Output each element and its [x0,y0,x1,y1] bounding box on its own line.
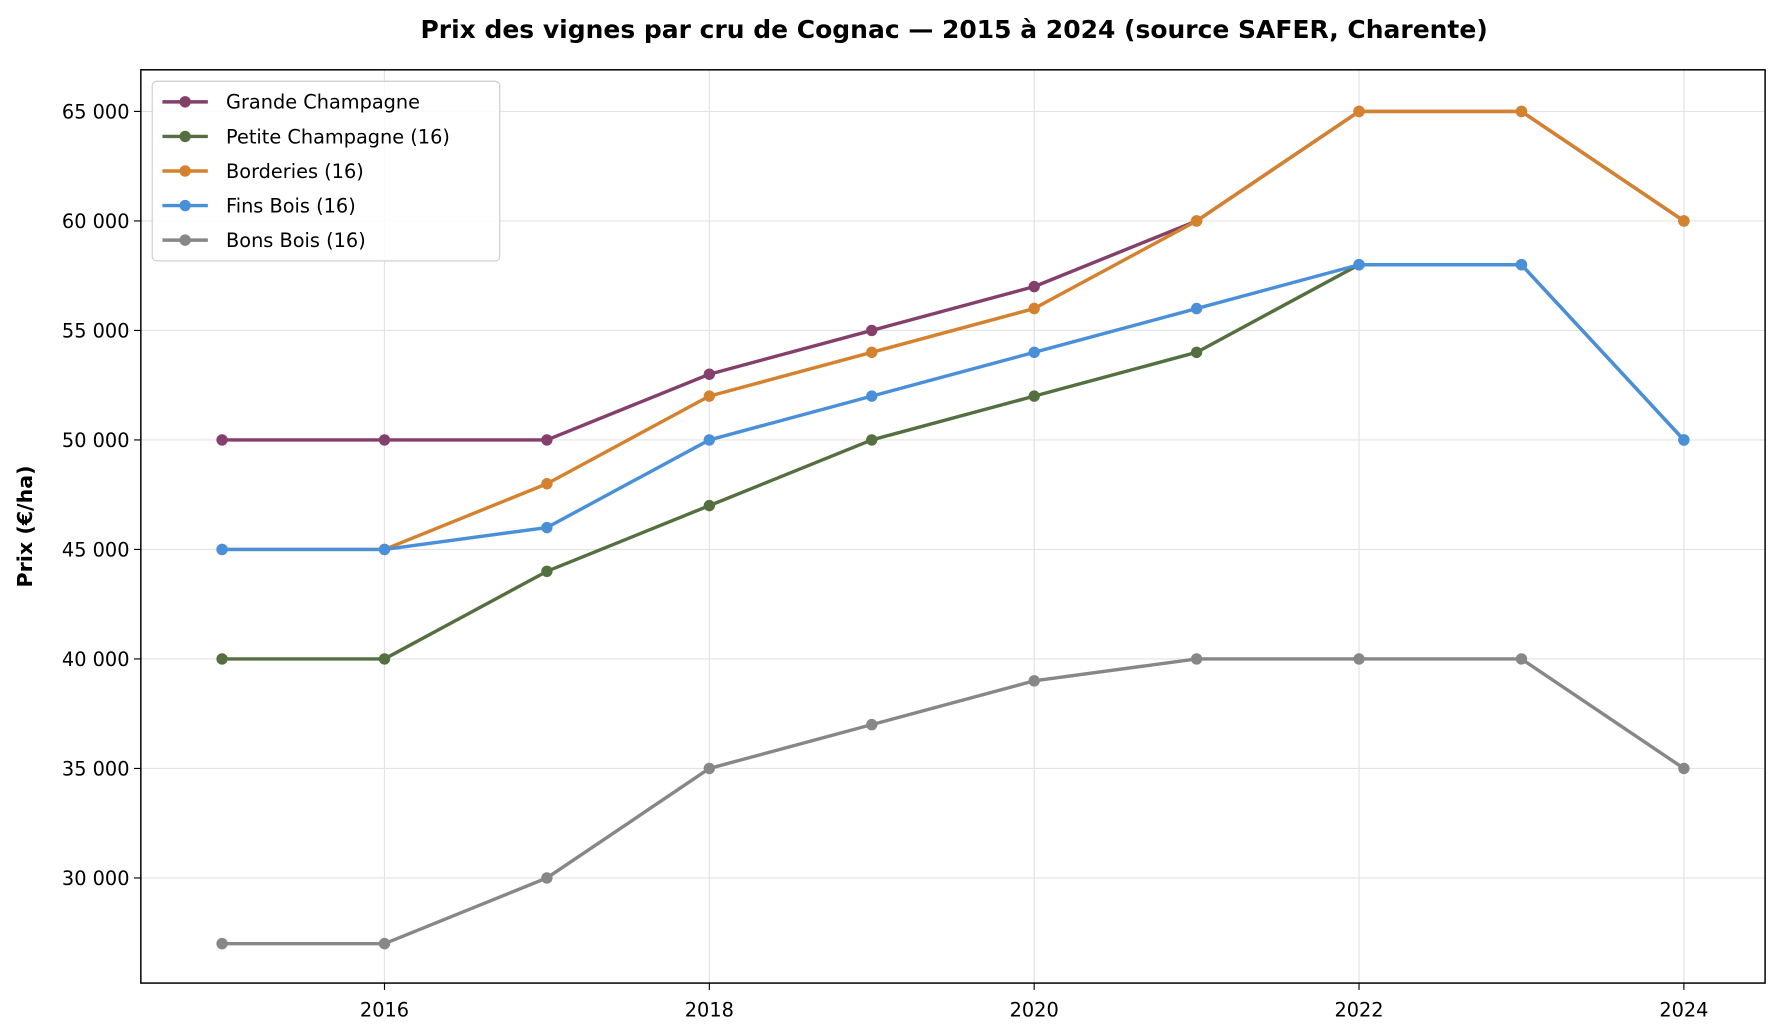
legend-marker [179,96,191,108]
data-point [216,937,228,950]
chart-title: Prix des vignes par cru de Cognac — 2015… [420,15,1487,44]
data-point [866,324,878,337]
y-tick-label: 55 000 [62,319,130,342]
data-point [866,346,878,359]
series-fins-bois- [216,259,1690,556]
data-point [1028,302,1040,315]
data-point [1678,215,1690,227]
data-point [1515,653,1528,665]
legend-label: Bons Bois (16) [226,229,366,252]
y-tick-label: 35 000 [62,757,130,780]
legend-label: Petite Champagne (16) [226,125,450,148]
x-tick-label: 2024 [1659,998,1708,1021]
data-point [703,499,716,512]
legend-label: Fins Bois (16) [226,194,356,217]
data-point [216,653,228,665]
legend: Grande Champagne Petite Champagne (16) Bor… [151,80,501,262]
data-point [1190,302,1203,315]
data-point [1028,346,1040,359]
data-point [866,390,878,402]
data-point [216,543,228,556]
legend-label: Borderies (16) [226,160,364,183]
y-tick-label: 45 000 [62,538,130,561]
series-group [216,105,1690,950]
y-tick-label: 60 000 [62,210,130,233]
data-point [541,521,553,534]
data-point [1353,259,1365,271]
y-axis-label: Prix (€/ha) [13,465,37,587]
y-tick-label: 30 000 [62,867,130,890]
data-point [703,390,716,402]
data-point [1515,259,1528,271]
data-point [1353,653,1365,665]
series-bons-bois- [216,653,1690,950]
series-line [222,657,1685,946]
data-point [541,565,553,578]
data-point [541,872,553,884]
data-point [378,434,391,446]
y-tick-label: 50 000 [62,429,130,452]
series-line [222,263,1686,552]
x-tick-label: 2018 [685,998,734,1021]
data-point [378,653,391,665]
data-point [541,434,553,446]
data-point [1028,280,1040,293]
data-point [1678,762,1690,775]
data-point [1190,215,1203,227]
y-tick-label: 40 000 [62,648,130,671]
data-point [1190,346,1203,359]
data-point [216,434,228,446]
legend-label: Grande Champagne [226,91,420,114]
series-petite-champagne- [216,259,1690,665]
data-point [703,434,716,446]
data-point [866,434,878,446]
data-point [1028,675,1040,687]
x-tick-label: 2022 [1334,998,1383,1021]
y-tick-label: 65 000 [62,100,130,123]
legend-marker [179,199,191,212]
legend-marker [179,130,191,143]
data-point [703,368,716,380]
data-point [1353,105,1365,118]
legend-box [151,80,501,262]
x-tick-label: 2020 [1010,998,1059,1021]
series-line [222,109,1685,552]
axis-ticks: 2016 2018 2020 2022 2024 30 000 35 000 40 000 45… [62,100,1709,1021]
series-line [222,263,1686,661]
data-point [1028,390,1040,402]
legend-marker [179,165,191,177]
x-tick-label: 2016 [360,998,409,1021]
data-point [541,478,553,490]
data-point [866,718,878,731]
data-point [1678,434,1690,446]
plot-frame [140,69,1766,984]
data-point [1515,105,1528,118]
legend-marker [179,234,191,246]
data-point [703,762,716,775]
data-point [378,543,391,556]
data-point [1190,653,1203,665]
data-point [378,937,391,950]
